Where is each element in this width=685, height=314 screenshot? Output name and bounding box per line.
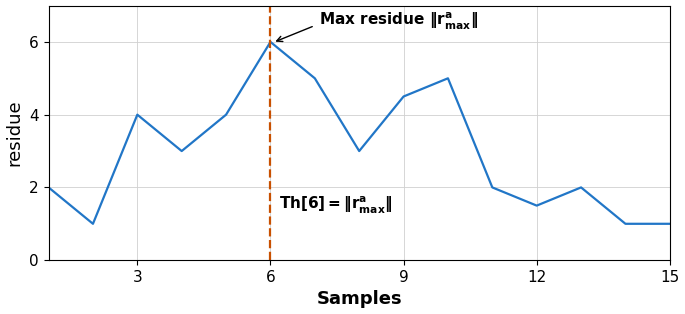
Text: Max residue $\mathbf{\Vert r^a_{max}\Vert}$: Max residue $\mathbf{\Vert r^a_{max}\Ver… xyxy=(319,11,478,32)
Text: $\mathbf{Th[6] = \Vert r^a_{max}\Vert}$: $\mathbf{Th[6] = \Vert r^a_{max}\Vert}$ xyxy=(279,195,393,216)
X-axis label: Samples: Samples xyxy=(316,290,402,308)
Y-axis label: residue: residue xyxy=(5,100,23,166)
